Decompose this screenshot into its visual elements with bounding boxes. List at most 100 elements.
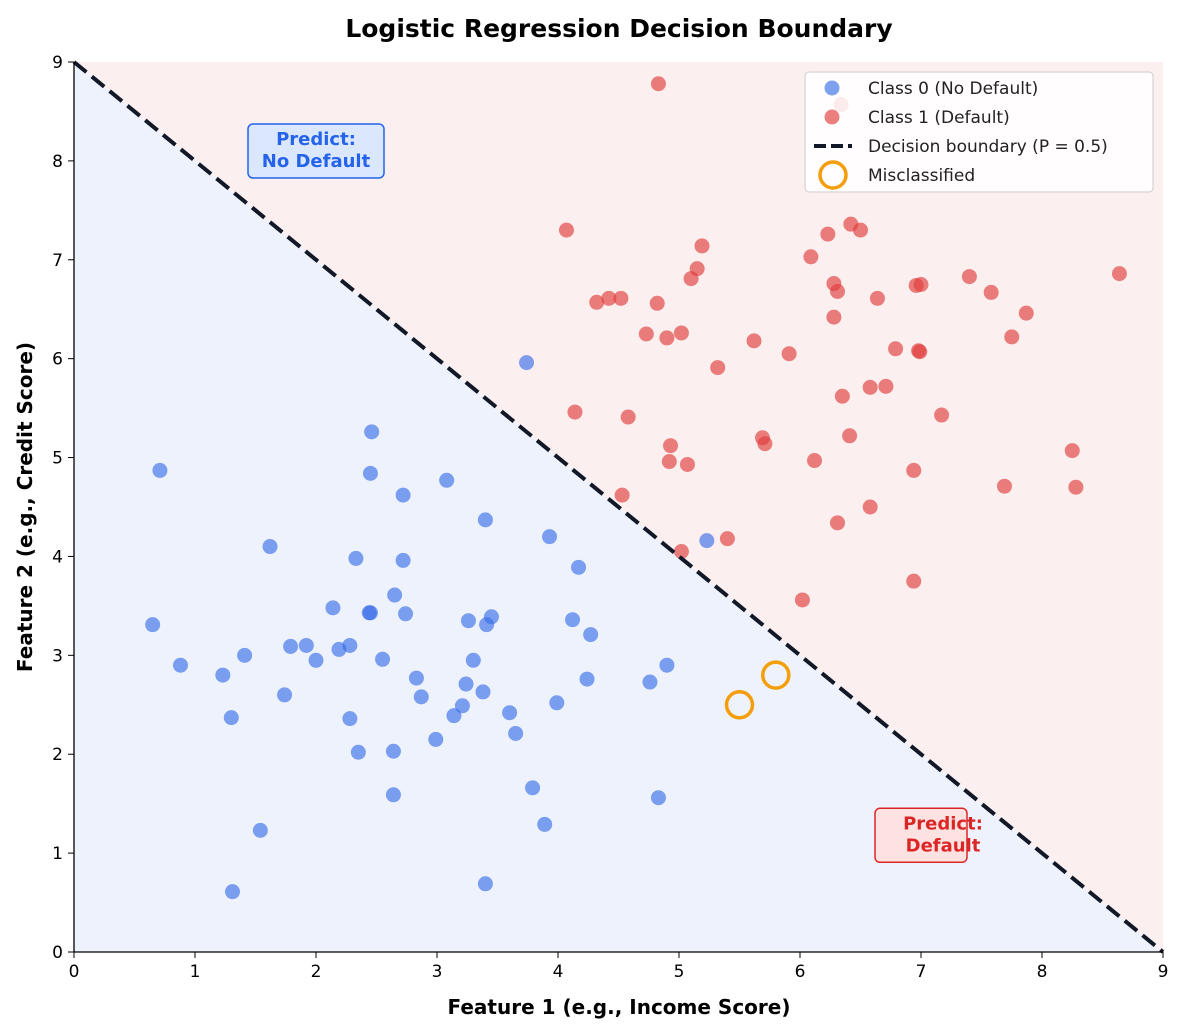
class0-point: [583, 627, 599, 643]
class1-point: [803, 249, 819, 265]
class0-point: [454, 698, 470, 714]
y-tick-label: 4: [52, 547, 63, 567]
class1-point: [649, 295, 665, 311]
class0-point: [385, 743, 401, 759]
y-tick-label: 1: [52, 844, 63, 864]
class0-point: [385, 787, 401, 803]
x-tick-label: 6: [795, 962, 806, 982]
legend: Class 0 (No Default) Class 1 (Default) Dec…: [804, 71, 1154, 193]
class1-point: [757, 436, 773, 452]
legend-label: Class 0 (No Default): [868, 79, 1038, 99]
class1-point: [638, 326, 654, 342]
y-tick-label: 9: [52, 53, 63, 73]
class0-point: [413, 689, 429, 705]
class0-point: [172, 657, 188, 673]
class1-point: [694, 238, 710, 254]
class1-point: [961, 269, 977, 285]
class1-point: [558, 222, 574, 238]
class1-point: [807, 453, 823, 469]
x-tick-label: 5: [674, 962, 685, 982]
class1-point: [679, 456, 695, 472]
class0-point: [502, 705, 518, 721]
annotation-box: [874, 807, 968, 864]
annotation-text: No Default: [262, 151, 371, 172]
class0-point: [252, 822, 268, 838]
x-tick-label: 2: [311, 962, 322, 982]
class0-point: [387, 587, 403, 603]
class0-point: [565, 612, 581, 628]
class1-point: [1018, 305, 1034, 321]
annotation-box: [247, 123, 385, 179]
y-tick-label: 3: [52, 646, 63, 666]
class1-point: [913, 277, 929, 292]
class0-point: [439, 472, 455, 488]
class0-point: [446, 708, 462, 724]
class0-point: [477, 876, 493, 892]
class1-point: [906, 462, 922, 478]
class0-point: [642, 674, 658, 690]
annotation-text: Default: [906, 835, 981, 856]
class1-point: [862, 379, 878, 395]
y-tick-label: 0: [52, 943, 63, 963]
class0-point: [571, 559, 587, 575]
class0-point: [579, 671, 595, 687]
annotation-text: Predict:: [903, 813, 983, 834]
class1-point: [983, 284, 999, 300]
x-tick-label: 4: [553, 962, 564, 982]
class0-point: [308, 652, 324, 668]
x-axis-label: Feature 1 (e.g., Income Score): [448, 995, 791, 1019]
y-tick-label: 5: [52, 449, 63, 469]
decision-boundary-line: [72, 60, 1165, 954]
class0-point: [223, 710, 239, 726]
legend-label: Class 1 (Default): [868, 108, 1010, 128]
class1-point: [746, 333, 762, 349]
class1-point: [601, 290, 617, 306]
class0-point: [428, 731, 444, 747]
class0-point: [225, 884, 241, 900]
class1-point: [614, 487, 630, 503]
class1-point: [673, 325, 689, 341]
class0-point: [362, 465, 378, 481]
x-tick-label: 1: [190, 962, 201, 982]
class1-point: [869, 290, 885, 306]
y-axis-label: Feature 2 (e.g., Credit Score): [13, 342, 37, 672]
y-tick-label: 8: [52, 152, 63, 172]
class1-point: [834, 388, 850, 404]
misclassified-marker: [724, 690, 755, 720]
class0-point: [362, 605, 378, 621]
misclassified-marker: [761, 660, 791, 690]
class1-point: [673, 544, 689, 559]
class1-point: [683, 271, 699, 287]
class0-point: [283, 638, 299, 654]
class1-point: [589, 294, 605, 310]
legend-label: Misclassified: [868, 166, 975, 186]
class0-point: [483, 609, 499, 625]
legend-misclassified-marker: [818, 160, 848, 190]
class1-point: [878, 378, 894, 394]
class1-point: [650, 76, 666, 92]
class1-point: [1068, 479, 1084, 495]
class1-point: [1111, 266, 1127, 282]
class0-point: [460, 613, 476, 629]
legend-class1-marker: [824, 109, 840, 125]
class0-point: [408, 670, 424, 686]
class1-point: [661, 454, 677, 470]
chart-title: Logistic Regression Decision Boundary: [345, 14, 892, 43]
x-tick-label: 3: [432, 962, 443, 982]
class0-point: [549, 695, 565, 711]
class0-point: [262, 539, 278, 555]
class0-point: [215, 667, 231, 683]
class0-point: [342, 711, 358, 727]
class0-point: [152, 462, 168, 478]
class0-point: [298, 637, 314, 653]
class1-point: [1064, 443, 1080, 459]
class1-point: [830, 515, 846, 531]
class0-point: [145, 617, 161, 633]
class1-point: [842, 428, 858, 444]
y-tick-label: 7: [52, 251, 63, 271]
class0-point: [458, 676, 474, 692]
class0-point: [542, 529, 558, 545]
class1-point: [820, 226, 836, 242]
class1-point: [826, 309, 842, 325]
